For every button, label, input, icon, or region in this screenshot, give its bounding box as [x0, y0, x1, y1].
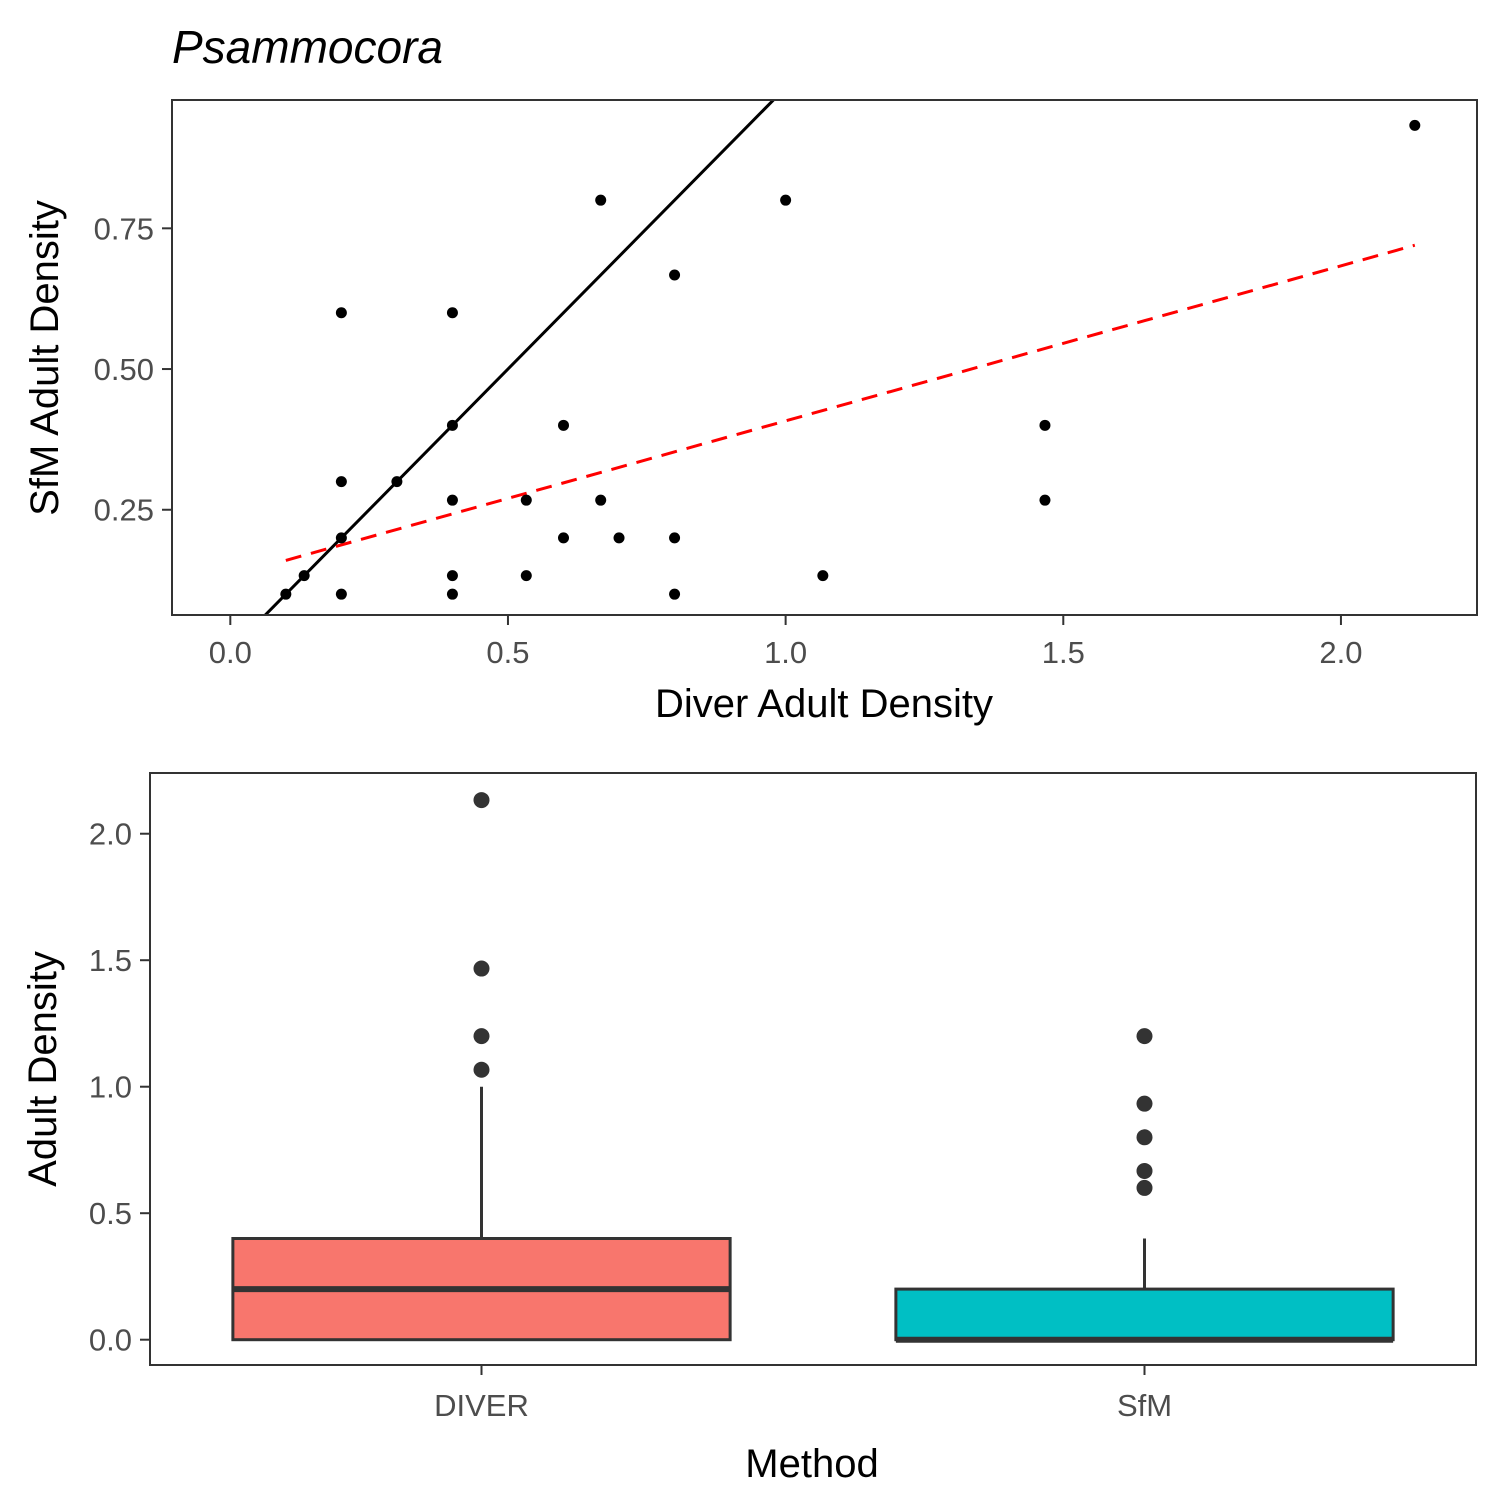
chart-title: Psammocora — [172, 21, 443, 73]
scatter-point — [1039, 494, 1051, 506]
scatter-point — [335, 307, 347, 319]
outlier-point — [473, 1061, 490, 1078]
scatter-x-axis: 0.0 0.5 1.0 1.5 2.0 — [209, 615, 1363, 670]
scatter-point — [446, 588, 458, 600]
y-tick-label: 0.25 — [94, 493, 154, 528]
scatter-point — [446, 570, 458, 582]
outlier-point — [473, 1028, 490, 1045]
x-tick-label: DIVER — [434, 1388, 529, 1423]
scatter-point — [669, 588, 681, 600]
scatter-y-axis-title: SfM Adult Density — [23, 200, 67, 516]
scatter-point — [1409, 119, 1421, 131]
x-tick-label: 0.5 — [486, 635, 529, 670]
scatter-point — [1039, 419, 1051, 431]
scatter-lines — [263, 100, 1416, 615]
x-tick-label: SfM — [1117, 1388, 1172, 1423]
x-tick-label: 2.0 — [1319, 635, 1362, 670]
box-panel-border — [149, 772, 1477, 1366]
y-tick-label: 1.0 — [89, 1070, 132, 1105]
scatter-point — [335, 532, 347, 544]
scatter-y-axis: 0.25 0.50 0.75 — [94, 211, 172, 528]
outlier-point — [1136, 1095, 1153, 1112]
y-tick-label: 0.75 — [94, 211, 154, 246]
outlier-point — [1136, 1028, 1153, 1045]
scatter-point — [391, 476, 403, 488]
y-tick-label: 2.0 — [89, 817, 132, 852]
scatter-point — [817, 570, 829, 582]
box-y-axis: 0.0 0.5 1.0 1.5 2.0 — [89, 817, 150, 1358]
scatter-point — [613, 532, 625, 544]
scatter-point — [280, 588, 292, 600]
scatter-point — [669, 269, 681, 281]
scatter-point — [595, 194, 607, 206]
box-x-axis: DIVER SfM — [434, 1365, 1172, 1423]
identity-line — [263, 100, 776, 615]
scatter-point — [335, 588, 347, 600]
outlier-point — [473, 960, 490, 977]
x-tick-label: 0.0 — [209, 635, 252, 670]
box-sfm — [894, 1028, 1395, 1343]
box-plot-area — [231, 792, 1395, 1343]
box-diver — [231, 792, 732, 1342]
y-tick-label: 0.0 — [89, 1323, 132, 1358]
scatter-point — [669, 532, 681, 544]
scatter-point — [780, 194, 792, 206]
outlier-point — [1136, 1129, 1153, 1146]
scatter-x-axis-title: Diver Adult Density — [655, 682, 993, 726]
scatter-panel: Psammocora 0.0 0.5 1.0 1.5 2.0 0.250.500.75 … — [23, 21, 1478, 726]
y-tick-label: 0.5 — [89, 1196, 132, 1231]
box-x-axis-title: Method — [745, 1442, 878, 1486]
scatter-point — [520, 494, 532, 506]
scatter-point — [558, 419, 569, 431]
fit-line-dashed — [285, 243, 1416, 562]
outlier-point — [473, 792, 490, 809]
outlier-point — [1136, 1162, 1153, 1179]
scatter-point — [446, 307, 458, 319]
box-y-axis-title: Adult Density — [21, 951, 65, 1187]
scatter-point — [446, 419, 458, 431]
scatter-point — [595, 494, 607, 506]
outlier-point — [1136, 1179, 1153, 1196]
y-tick-label: 0.50 — [94, 352, 154, 387]
scatter-point — [298, 570, 310, 582]
x-tick-label: 1.0 — [764, 635, 807, 670]
y-tick-label: 1.5 — [89, 943, 132, 978]
scatter-panel-border — [171, 99, 1478, 616]
scatter-plot-area — [263, 100, 1421, 615]
scatter-point — [520, 570, 532, 582]
scatter-point — [558, 532, 569, 544]
box-panel: DIVER SfM 0.0 0.5 1.0 1.5 2.0 Method Adult De… — [21, 772, 1477, 1486]
box-body — [894, 1287, 1395, 1342]
scatter-point — [335, 476, 347, 488]
x-tick-label: 1.5 — [1042, 635, 1085, 670]
scatter-point — [446, 494, 458, 506]
